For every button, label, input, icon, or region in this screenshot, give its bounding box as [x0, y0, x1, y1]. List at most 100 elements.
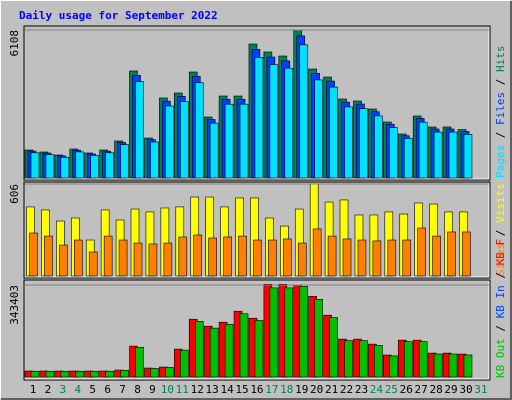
panel-bevel	[25, 183, 490, 278]
bar	[118, 239, 128, 277]
bar	[344, 340, 353, 378]
legend: Pages / Files / Hits	[494, 46, 507, 179]
bar	[75, 370, 85, 378]
bar	[208, 237, 217, 277]
x-tick-label: 18	[280, 383, 293, 396]
bar	[418, 121, 428, 179]
x-tick-label: 8	[134, 383, 141, 396]
legend-entry: Sites	[494, 243, 507, 276]
legend-separator: /	[494, 72, 507, 92]
bar	[193, 234, 203, 277]
bar	[29, 232, 38, 277]
bar	[432, 235, 441, 277]
x-tick-label: 16	[250, 383, 263, 396]
bar	[402, 239, 412, 277]
bar	[283, 238, 292, 277]
bar	[103, 235, 113, 277]
bar	[253, 239, 262, 277]
bar	[463, 354, 473, 378]
bar	[73, 239, 83, 277]
x-tick-label: 12	[191, 383, 204, 396]
bar	[268, 239, 277, 277]
bar	[297, 242, 307, 277]
bar	[357, 239, 367, 277]
x-tick-label: 14	[220, 383, 234, 396]
bar	[463, 134, 473, 179]
bar	[90, 155, 100, 179]
legend-separator: /	[494, 318, 507, 338]
x-tick-label: 6	[104, 383, 111, 396]
x-tick-label: 1	[30, 383, 37, 396]
bar	[389, 355, 398, 378]
bar	[329, 86, 338, 179]
bar	[120, 144, 129, 179]
bar	[284, 67, 294, 179]
bar	[180, 101, 189, 179]
legend-separator: /	[494, 223, 507, 243]
legend: KB Out / KB In / KB F	[494, 239, 507, 378]
legend-separator: /	[494, 265, 507, 285]
bar	[374, 115, 383, 179]
bar	[299, 44, 309, 179]
legend: Sites / Visits	[494, 183, 507, 276]
bar	[314, 79, 323, 179]
bar	[194, 82, 204, 179]
y-tick-label: 606	[8, 184, 21, 204]
bar	[448, 353, 458, 378]
bar	[417, 227, 426, 277]
x-tick-label: 19	[295, 383, 308, 396]
legend-entry: KB F	[494, 239, 507, 266]
bar	[150, 141, 159, 179]
x-tick-label: 27	[415, 383, 428, 396]
legend-entry: Pages	[494, 145, 507, 178]
y-tick-label: 6108	[8, 30, 21, 57]
bar	[150, 368, 159, 378]
bar	[45, 370, 55, 378]
bar	[254, 57, 264, 179]
bar	[447, 231, 456, 277]
bar	[45, 154, 55, 179]
x-tick-label: 29	[444, 383, 457, 396]
bar	[269, 287, 279, 378]
bar	[30, 152, 40, 179]
bar	[60, 370, 70, 378]
x-tick-label: 4	[74, 383, 81, 396]
bar	[462, 231, 471, 277]
x-tick-label: 15	[235, 383, 248, 396]
bar	[359, 108, 368, 179]
legend-entry: KB In	[494, 285, 507, 318]
bar	[135, 81, 144, 179]
bar	[105, 370, 114, 378]
x-tick-label: 13	[206, 383, 219, 396]
bar	[30, 370, 40, 378]
x-tick-label: 23	[355, 383, 368, 396]
x-tick-label: 31	[474, 383, 487, 396]
bar	[269, 64, 279, 179]
chart-title: Daily usage for September 2022	[19, 9, 218, 22]
bar	[105, 152, 114, 179]
x-tick-label: 26	[400, 383, 413, 396]
bar	[224, 103, 234, 179]
x-tick-label: 30	[459, 383, 472, 396]
bar	[387, 239, 397, 277]
bar	[418, 341, 428, 378]
legend-entry: Hits	[494, 46, 507, 73]
bar	[359, 340, 368, 378]
y-tick-label: 343403	[8, 285, 21, 325]
panel-bevel	[25, 281, 490, 380]
legend-entry: Visits	[494, 183, 507, 223]
bar	[90, 370, 100, 378]
legend-entry: KB Out	[494, 338, 507, 378]
bar	[75, 151, 85, 179]
bar	[224, 323, 234, 378]
bar	[433, 131, 443, 179]
panel-bevel	[25, 27, 490, 180]
x-tick-label: 2	[45, 383, 52, 396]
bar	[344, 106, 353, 179]
bar	[120, 369, 129, 378]
bar	[254, 320, 264, 378]
bar	[389, 127, 398, 179]
bar	[148, 243, 158, 277]
bar	[327, 235, 337, 277]
bar	[239, 103, 249, 179]
